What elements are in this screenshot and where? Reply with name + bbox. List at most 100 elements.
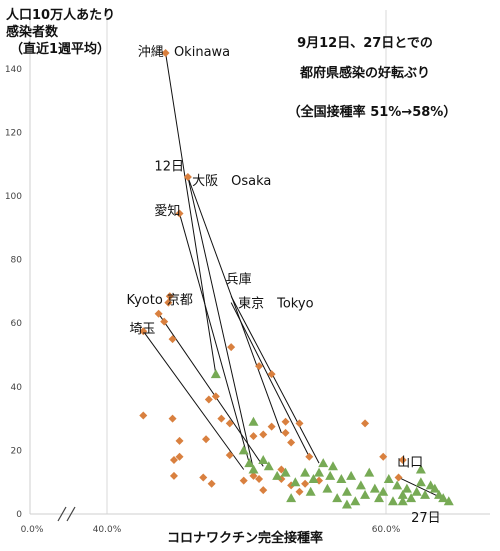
y-tick-label: 120 <box>5 128 22 138</box>
connector-line <box>187 176 282 434</box>
annotation-label: 山口 <box>397 455 423 470</box>
point-sep27 <box>263 461 274 471</box>
point-sep27 <box>322 483 333 493</box>
point-sep12 <box>211 392 220 401</box>
point-sep27 <box>364 467 375 477</box>
point-sep27 <box>314 467 325 477</box>
point-sep12 <box>154 309 163 318</box>
chart-subtitle: （全国接種率 51%→58%） <box>288 104 457 120</box>
axis-layer: 0 20 40 60 80 100 120 140 0.0% 40.0% 60.0% <box>5 10 490 535</box>
point-sep12 <box>165 292 174 301</box>
chart-title: 9月12日、27日とでの <box>297 36 433 51</box>
point-sep27 <box>248 416 259 426</box>
point-sep27 <box>355 480 366 490</box>
y-tick-label: 100 <box>5 192 22 202</box>
annotation-label: Kyoto 京都 <box>127 293 193 308</box>
annotation-label: 愛知 <box>154 203 180 219</box>
point-sep27 <box>360 489 371 499</box>
point-sep12 <box>183 172 192 181</box>
point-sep12 <box>239 476 248 485</box>
point-sep12 <box>281 428 290 437</box>
point-sep27 <box>332 493 343 503</box>
point-sep27 <box>429 483 440 493</box>
point-sep27 <box>387 496 398 506</box>
connector-layer <box>142 52 449 502</box>
point-sep27 <box>374 493 385 503</box>
point-sep27 <box>346 470 357 480</box>
annotation-label: 12日 <box>154 160 184 175</box>
connector-line <box>187 176 254 470</box>
point-sep27 <box>406 493 417 503</box>
point-sep27 <box>369 483 380 493</box>
connector-line <box>179 213 250 464</box>
point-sep27 <box>336 474 347 484</box>
point-sep12 <box>168 335 177 344</box>
y-axis-label: 感染者数 <box>6 24 59 40</box>
point-sep12 <box>139 327 148 336</box>
point-sep12 <box>160 317 169 326</box>
point-sep27 <box>300 467 311 477</box>
point-sep12 <box>139 411 148 420</box>
point-sep12 <box>249 432 258 441</box>
point-sep12 <box>168 414 177 423</box>
y-tick-label: 20 <box>11 446 23 456</box>
annotation-label: 大阪 Osaka <box>192 174 271 189</box>
point-sep27 <box>341 486 352 496</box>
point-sep12 <box>225 451 234 460</box>
point-sep27 <box>318 458 329 468</box>
point-sep12 <box>217 414 226 423</box>
connector-line <box>230 295 320 464</box>
point-sep12 <box>169 471 178 480</box>
point-sep12 <box>255 362 264 371</box>
point-sep27 <box>378 486 389 496</box>
point-sep27 <box>238 445 249 455</box>
point-sep12 <box>227 343 236 352</box>
point-sep27 <box>248 464 259 474</box>
point-sep27 <box>397 489 408 499</box>
point-sep12 <box>281 417 290 426</box>
connector-line <box>165 52 217 375</box>
point-sep27 <box>325 470 336 480</box>
y-tick-label: 80 <box>11 256 23 266</box>
point-sep12 <box>161 49 170 57</box>
y-tick-label: 40 <box>11 383 23 393</box>
point-sep12 <box>267 422 276 431</box>
point-sep27 <box>210 369 221 379</box>
point-sep12 <box>287 438 296 447</box>
point-sep12 <box>169 455 178 464</box>
point-sep12 <box>175 436 184 445</box>
point-sep12 <box>175 209 184 218</box>
point-sep27 <box>272 470 283 480</box>
point-sep12 <box>379 452 388 461</box>
point-sep27 <box>397 496 408 506</box>
y-tick-label: 140 <box>5 65 22 75</box>
point-sep27 <box>308 474 319 484</box>
point-sep12 <box>207 479 216 488</box>
point-sep12 <box>259 486 268 495</box>
point-sep12 <box>295 487 304 496</box>
annotation-label: 兵庫 <box>226 273 252 288</box>
point-sep27 <box>443 496 454 506</box>
point-sep27 <box>438 493 449 503</box>
axis-break-stroke <box>66 506 76 522</box>
point-sep12 <box>301 479 310 488</box>
point-sep12 <box>295 419 304 428</box>
point-sep12 <box>277 465 286 474</box>
axis-break-stroke <box>57 506 67 522</box>
point-sep12 <box>259 430 268 439</box>
point-layer <box>139 49 454 509</box>
annotation-label: 東京 Tokyo <box>238 295 313 311</box>
point-sep27 <box>415 464 426 474</box>
point-sep27 <box>383 474 394 484</box>
point-sep12 <box>199 473 208 482</box>
point-sep12 <box>398 455 407 464</box>
point-sep12 <box>225 419 234 428</box>
point-sep27 <box>415 477 426 487</box>
point-sep27 <box>286 493 297 503</box>
point-sep12 <box>255 475 264 484</box>
point-sep12 <box>164 298 173 307</box>
x-tick-label: 40.0% <box>93 525 122 535</box>
